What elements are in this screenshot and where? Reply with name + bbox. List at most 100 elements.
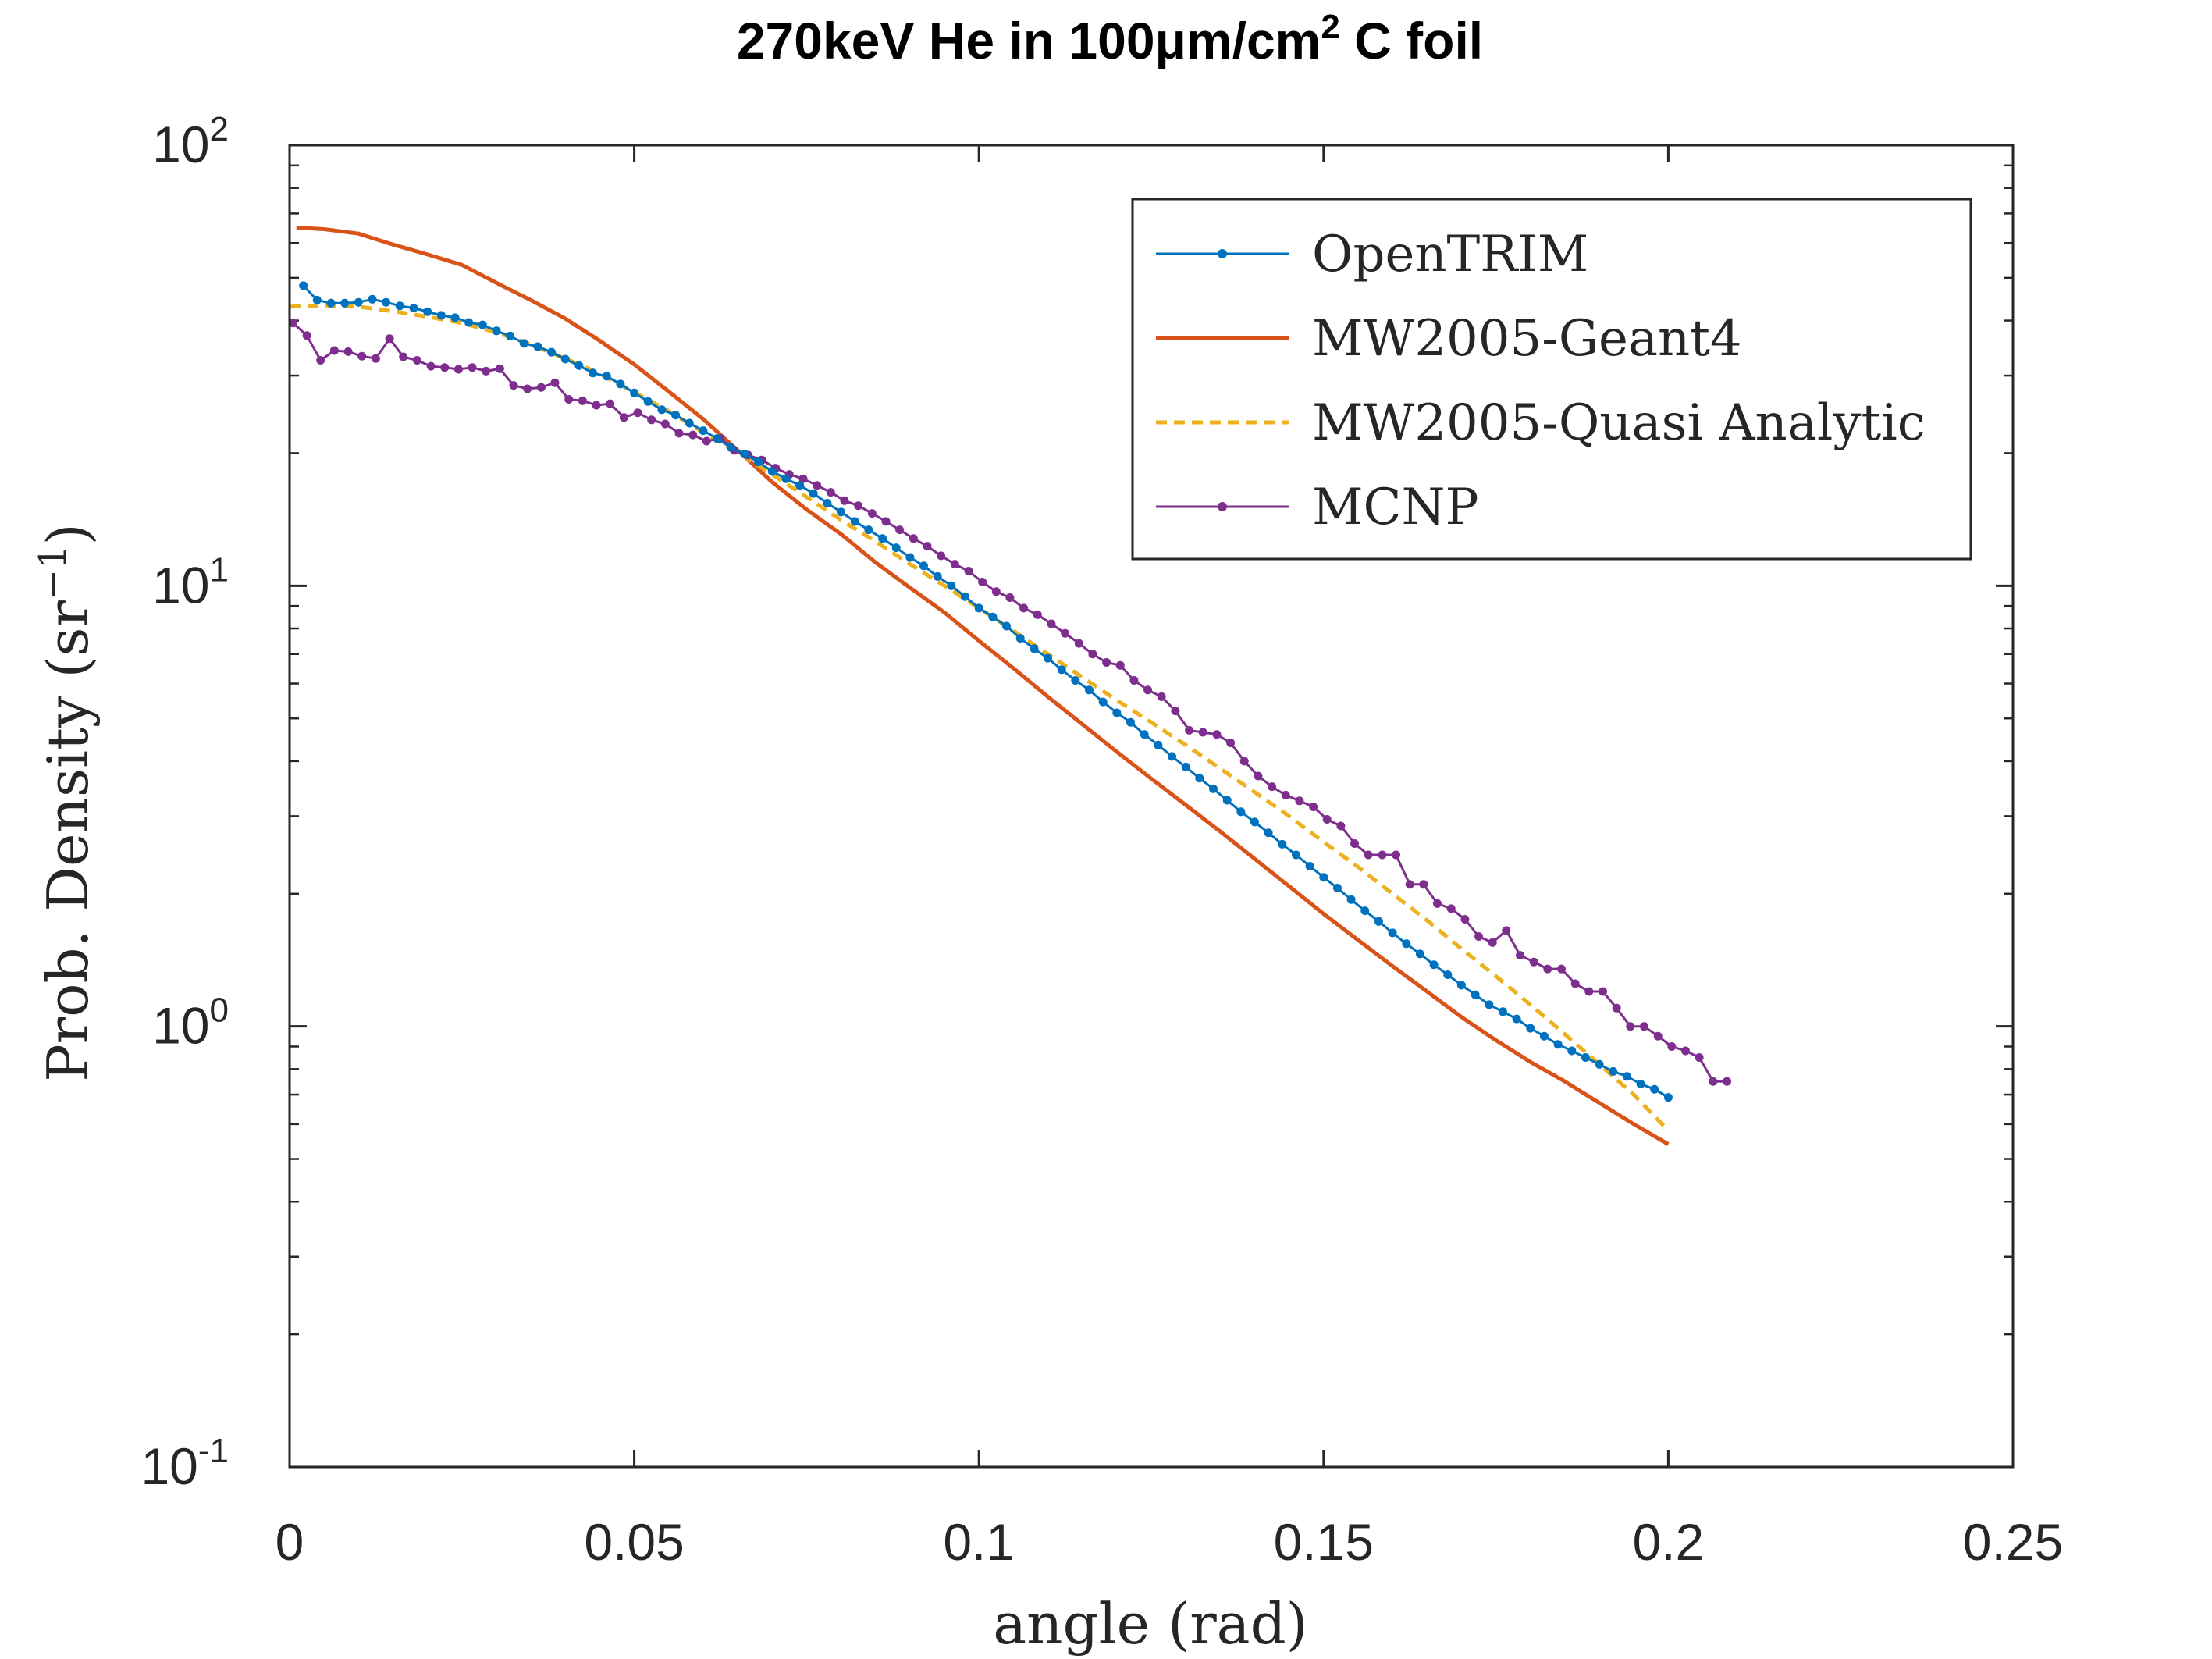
data-point (1112, 708, 1122, 717)
data-point (288, 319, 297, 328)
data-point (685, 418, 694, 428)
legend-label: OpenTRIM (1312, 226, 1588, 283)
data-point (630, 388, 639, 397)
data-point (312, 295, 322, 304)
data-point (864, 525, 873, 535)
data-point (619, 413, 628, 422)
series-mcnp (288, 319, 1731, 1086)
data-point (767, 467, 777, 476)
data-point (1047, 619, 1056, 628)
data-point (340, 298, 350, 308)
data-point (1226, 739, 1236, 747)
data-point (950, 560, 959, 569)
data-point (329, 346, 339, 355)
data-point (1278, 839, 1287, 849)
data-point (1071, 676, 1080, 685)
data-point (891, 543, 901, 553)
data-point (368, 294, 377, 304)
data-point (606, 399, 615, 408)
data-point (1681, 1046, 1690, 1056)
data-point (754, 457, 763, 467)
data-point (895, 525, 905, 535)
data-point (409, 304, 418, 313)
data-point (1336, 821, 1346, 831)
data-point (1723, 1077, 1731, 1086)
chart-title: 270keV He in 100μm/cm2 C foil (737, 8, 1483, 69)
data-point (1474, 932, 1483, 941)
data-point (509, 381, 518, 390)
data-point (536, 383, 546, 392)
data-point (1378, 850, 1387, 860)
data-point (1222, 796, 1232, 805)
data-point (495, 364, 504, 373)
data-point (1622, 1072, 1631, 1081)
data-point (1281, 790, 1290, 799)
data-point (1609, 1066, 1618, 1076)
data-point (616, 379, 625, 389)
data-point (823, 499, 832, 507)
data-point (923, 542, 932, 551)
data-point (1157, 692, 1166, 701)
data-point (643, 397, 653, 406)
data-point (302, 331, 311, 340)
data-point (1446, 904, 1456, 913)
data-point (1415, 949, 1424, 959)
data-point (399, 352, 408, 361)
data-point (1088, 650, 1097, 659)
data-point (1502, 926, 1511, 935)
data-point (436, 311, 446, 320)
data-point (1650, 1084, 1659, 1094)
data-point (905, 553, 915, 562)
data-point (560, 354, 570, 364)
legend-item: MW2005-Geant4 (1156, 310, 1742, 368)
data-point (482, 366, 491, 376)
data-point (1305, 862, 1314, 870)
data-point (1015, 634, 1025, 643)
data-point (988, 612, 998, 621)
data-point (1126, 717, 1135, 727)
data-point (371, 354, 380, 363)
data-point (1168, 752, 1176, 761)
data-point (1364, 850, 1373, 860)
data-point (1388, 928, 1397, 938)
data-point (1346, 895, 1356, 904)
data-point (1667, 1042, 1677, 1051)
y-tick-label: 102 (152, 110, 229, 173)
data-point (1488, 938, 1497, 947)
chart-title-suffix: C foil (1340, 12, 1483, 69)
legend-label: MW2005-Geant4 (1312, 310, 1742, 368)
chart-title-main: 270keV He in 100μm/cm (737, 12, 1321, 69)
data-point (602, 372, 611, 381)
data-point (937, 551, 946, 561)
x-tick-labels: 0 0.05 0.1 0.15 0.2 0.25 (276, 1513, 2064, 1571)
axes-box (288, 144, 2015, 1469)
data-point (974, 603, 983, 613)
data-point (826, 488, 835, 497)
data-point (1005, 593, 1015, 602)
data-point (867, 509, 877, 518)
data-point (1626, 1022, 1635, 1031)
data-point (1581, 1053, 1590, 1062)
y-tick-label: 101 (152, 550, 229, 614)
y-axis-label-main: Prob. Density (sr (35, 600, 101, 1081)
data-point (1195, 774, 1204, 783)
data-point (1557, 964, 1566, 974)
data-point (1392, 850, 1400, 860)
series-layer (288, 226, 1731, 1146)
data-point (798, 474, 808, 483)
data-point (1443, 970, 1453, 979)
data-point (1154, 740, 1163, 749)
data-point (1419, 880, 1428, 889)
data-point (533, 342, 542, 351)
data-point (795, 481, 805, 490)
x-tick-label: 0.05 (584, 1513, 684, 1571)
data-point (589, 368, 598, 378)
series-mw2005-geant4 (296, 226, 1670, 1146)
data-point (1333, 884, 1342, 892)
x-tick-label: 0.1 (943, 1513, 1015, 1571)
data-point (1033, 610, 1042, 619)
data-point (1584, 987, 1594, 996)
data-point (1019, 603, 1029, 613)
data-point (450, 313, 460, 322)
